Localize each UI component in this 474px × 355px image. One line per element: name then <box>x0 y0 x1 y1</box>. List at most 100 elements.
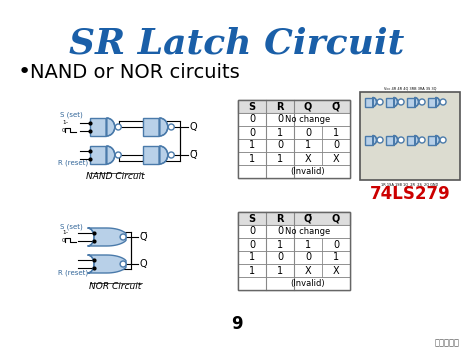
Text: Q: Q <box>189 122 197 132</box>
Polygon shape <box>436 98 439 106</box>
Bar <box>238 264 350 277</box>
Text: X: X <box>305 266 311 275</box>
Circle shape <box>419 137 425 143</box>
Text: 1: 1 <box>277 127 283 137</box>
Text: 1: 1 <box>333 252 339 262</box>
Bar <box>238 126 350 139</box>
Polygon shape <box>373 98 376 106</box>
Bar <box>407 136 415 144</box>
Text: SR Latch Circuit: SR Latch Circuit <box>69 27 405 61</box>
Text: 0: 0 <box>277 115 283 125</box>
Bar <box>238 113 350 126</box>
Polygon shape <box>107 146 115 164</box>
Circle shape <box>168 152 174 158</box>
Text: 0: 0 <box>333 240 339 250</box>
Bar <box>428 136 436 144</box>
Bar <box>143 146 159 164</box>
Text: R (reset): R (reset) <box>58 270 88 276</box>
Text: 1: 1 <box>305 141 311 151</box>
Circle shape <box>115 124 121 130</box>
Bar <box>386 98 394 106</box>
Bar <box>407 98 415 106</box>
Text: No change: No change <box>285 227 331 236</box>
Text: 1: 1 <box>249 252 255 262</box>
Text: 0: 0 <box>249 115 255 125</box>
Bar <box>90 118 107 136</box>
Text: Q̅: Q̅ <box>139 232 147 242</box>
Text: 0: 0 <box>62 238 65 243</box>
Text: 1R 1SA 1SB 1Q  2R  2S  2Q GND: 1R 1SA 1SB 1Q 2R 2S 2Q GND <box>382 182 438 186</box>
Text: 0: 0 <box>277 141 283 151</box>
Bar <box>238 212 350 225</box>
Polygon shape <box>159 146 168 164</box>
Text: 1: 1 <box>305 240 311 250</box>
Circle shape <box>377 99 383 105</box>
Text: 1: 1 <box>249 153 255 164</box>
Bar <box>238 251 350 264</box>
Polygon shape <box>394 98 398 106</box>
Polygon shape <box>373 136 376 144</box>
Bar <box>238 238 350 251</box>
Bar <box>386 136 394 144</box>
Circle shape <box>419 99 425 105</box>
Bar <box>143 118 159 136</box>
Text: Vcc 4R 4R 4Q 3RB 3RA 3S 3Q: Vcc 4R 4R 4Q 3RB 3RA 3S 3Q <box>384 86 436 90</box>
Text: 0: 0 <box>305 252 311 262</box>
Text: 0: 0 <box>305 127 311 137</box>
Bar <box>238 100 350 178</box>
Text: No change: No change <box>285 115 331 124</box>
Text: X: X <box>333 266 339 275</box>
Text: 1–: 1– <box>62 120 68 125</box>
Text: 1: 1 <box>249 141 255 151</box>
Bar <box>428 98 436 106</box>
Bar <box>360 92 460 180</box>
Text: R: R <box>276 102 284 111</box>
Bar <box>238 139 350 152</box>
Text: S (set): S (set) <box>60 224 83 230</box>
Text: 74LS279: 74LS279 <box>370 185 450 203</box>
Text: 1–: 1– <box>62 230 68 235</box>
Text: S: S <box>248 213 255 224</box>
Circle shape <box>377 137 383 143</box>
Text: Q: Q <box>304 102 312 111</box>
Text: 0: 0 <box>249 226 255 236</box>
Bar <box>365 98 373 106</box>
Text: NOR Circuit: NOR Circuit <box>89 282 141 291</box>
Text: 0: 0 <box>249 127 255 137</box>
Circle shape <box>398 137 404 143</box>
Text: 1: 1 <box>277 266 283 275</box>
Text: (Invalid): (Invalid) <box>291 167 325 176</box>
Polygon shape <box>394 136 398 144</box>
Polygon shape <box>107 118 115 136</box>
Polygon shape <box>415 98 419 106</box>
Circle shape <box>398 99 404 105</box>
Text: 9: 9 <box>231 315 243 333</box>
Text: •: • <box>18 62 31 82</box>
Polygon shape <box>436 136 439 144</box>
Text: 1: 1 <box>333 127 339 137</box>
Circle shape <box>440 137 446 143</box>
Bar <box>238 152 350 165</box>
Text: (Invalid): (Invalid) <box>291 279 325 288</box>
Text: 1: 1 <box>277 240 283 250</box>
Bar <box>238 225 350 238</box>
Text: 0: 0 <box>62 128 65 133</box>
Circle shape <box>168 124 174 130</box>
Circle shape <box>440 99 446 105</box>
Bar <box>365 136 373 144</box>
Text: Q̅: Q̅ <box>304 213 312 224</box>
Circle shape <box>120 261 126 267</box>
Text: NAND or NOR circuits: NAND or NOR circuits <box>30 63 240 82</box>
Text: X: X <box>333 153 339 164</box>
Text: R: R <box>276 213 284 224</box>
Text: Q̅: Q̅ <box>189 150 197 160</box>
Text: R (reset): R (reset) <box>58 160 88 166</box>
Bar <box>238 100 350 113</box>
Text: 0: 0 <box>277 252 283 262</box>
Text: 牧園大學校: 牧園大學校 <box>435 338 460 347</box>
Bar <box>238 277 350 290</box>
Text: 1: 1 <box>277 153 283 164</box>
Text: Q̅: Q̅ <box>332 102 340 111</box>
Bar <box>238 100 350 178</box>
Circle shape <box>115 152 121 158</box>
